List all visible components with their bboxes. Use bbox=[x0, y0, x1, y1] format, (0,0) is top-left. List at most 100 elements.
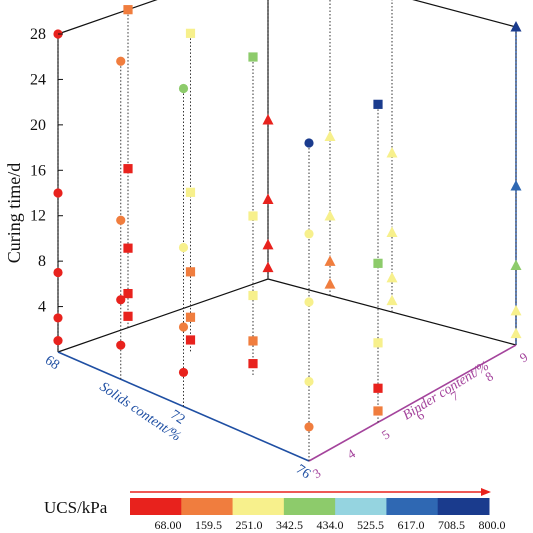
triangle-point bbox=[510, 21, 522, 32]
colorbar-segment bbox=[232, 498, 285, 515]
colorbar-segment bbox=[335, 498, 387, 515]
triangle-point bbox=[510, 180, 522, 191]
colorbar-tick-label: 617.0 bbox=[398, 518, 425, 532]
square-point bbox=[123, 243, 133, 253]
triangle-point bbox=[386, 294, 398, 306]
triangle-point bbox=[324, 278, 336, 289]
triangle-point bbox=[324, 255, 336, 266]
top-right-edge bbox=[412, 0, 517, 28]
square-point bbox=[123, 288, 133, 299]
data-points bbox=[53, 5, 522, 432]
square-point bbox=[123, 311, 133, 321]
colorbar-arrow-head bbox=[481, 488, 491, 496]
circle-point bbox=[116, 215, 126, 225]
triangle-point bbox=[324, 130, 336, 141]
z-tick-label: 28 bbox=[30, 26, 46, 43]
square-point bbox=[373, 406, 383, 416]
axis-labels: Curing time/d Solids content/% Binder co… bbox=[4, 163, 492, 445]
y-tick-label: 8 bbox=[482, 368, 495, 384]
dotted-guide-lines bbox=[57, 0, 517, 461]
triangle-point bbox=[510, 304, 522, 316]
circle-point bbox=[53, 336, 63, 346]
colorbar-tick-label: 800.0 bbox=[479, 518, 506, 532]
square-point bbox=[248, 52, 258, 62]
x-tick-label: 72 bbox=[167, 407, 187, 427]
circle-point bbox=[53, 188, 63, 198]
triangle-point bbox=[386, 226, 398, 237]
square-point bbox=[248, 359, 258, 369]
circle-point bbox=[304, 297, 314, 307]
triangle-point bbox=[262, 193, 274, 204]
x-tick-label: 68 bbox=[42, 353, 62, 373]
y-tick-label: 9 bbox=[517, 349, 530, 365]
square-point bbox=[248, 336, 258, 346]
square-point bbox=[373, 338, 383, 348]
square-point bbox=[248, 290, 258, 301]
square-point bbox=[373, 99, 383, 109]
colorbar-tick-label: 159.5 bbox=[195, 518, 222, 532]
y-tick-label: 3 bbox=[310, 465, 323, 481]
square-point bbox=[185, 312, 196, 322]
square-point bbox=[185, 335, 196, 345]
z-tick-label: 8 bbox=[38, 253, 46, 270]
colorbar: UCS/kPa 68.00 159.5 251.0 342.5 434.0 525.5 61… bbox=[44, 488, 506, 532]
colorbar-segment bbox=[181, 498, 234, 515]
triangle-point bbox=[324, 210, 336, 221]
x-tick-label: 76 bbox=[293, 462, 313, 482]
colorbar-segment bbox=[130, 498, 182, 515]
colorbar-label: UCS/kPa bbox=[44, 498, 108, 517]
z-tick-label: 4 bbox=[38, 299, 46, 316]
colorbar-segment bbox=[283, 498, 336, 515]
triangle-point bbox=[262, 261, 274, 273]
y-axis-label: Binder content/% bbox=[400, 359, 491, 424]
circle-point bbox=[53, 267, 63, 278]
colorbar-segment bbox=[386, 498, 439, 515]
colorbar-segment bbox=[437, 498, 490, 515]
circle-point bbox=[178, 322, 189, 332]
y-tick-label: 4 bbox=[344, 446, 358, 462]
square-point bbox=[185, 267, 196, 277]
circle-point bbox=[53, 313, 63, 323]
z-tick-label: 12 bbox=[30, 208, 46, 225]
circle-point bbox=[304, 138, 314, 148]
circle-point bbox=[304, 422, 314, 432]
triangle-point bbox=[386, 271, 398, 283]
z-tick-label: 24 bbox=[30, 71, 46, 88]
circle-point bbox=[116, 340, 126, 350]
colorbar-tick-label: 251.0 bbox=[236, 518, 263, 532]
circle-point bbox=[116, 295, 126, 305]
square-point bbox=[185, 28, 196, 38]
circle-point bbox=[116, 56, 126, 66]
z-axis-label: Curing time/d bbox=[4, 163, 24, 264]
square-point bbox=[123, 164, 133, 174]
triangle-point bbox=[510, 259, 522, 270]
triangle-point bbox=[262, 114, 274, 125]
binder-axis-line bbox=[308, 344, 517, 462]
z-tick-label: 20 bbox=[30, 117, 46, 134]
y-tick-label: 5 bbox=[379, 426, 392, 442]
circle-point bbox=[178, 242, 189, 253]
square-point bbox=[373, 383, 383, 393]
circle-point bbox=[304, 376, 314, 387]
circle-point bbox=[178, 83, 189, 94]
top-left-edge bbox=[57, 0, 158, 35]
z-tick-label: 16 bbox=[30, 162, 46, 179]
square-point bbox=[248, 211, 258, 221]
square-point bbox=[123, 5, 133, 15]
colorbar-tick-label: 342.5 bbox=[276, 518, 303, 532]
circle-point bbox=[304, 229, 314, 239]
colorbar-tick-label: 525.5 bbox=[357, 518, 384, 532]
colorbar-tick-label: 68.00 bbox=[155, 518, 182, 532]
x-axis-label: Solids content/% bbox=[97, 379, 184, 444]
circle-point bbox=[178, 367, 189, 378]
triangle-point bbox=[386, 147, 398, 158]
triangle-point bbox=[262, 238, 274, 250]
floor-back-left-edge bbox=[57, 278, 269, 353]
triangle-point bbox=[510, 327, 522, 339]
square-point bbox=[373, 258, 383, 268]
square-point bbox=[185, 187, 196, 197]
colorbar-tick-label: 434.0 bbox=[317, 518, 344, 532]
colorbar-tick-label: 708.5 bbox=[438, 518, 465, 532]
